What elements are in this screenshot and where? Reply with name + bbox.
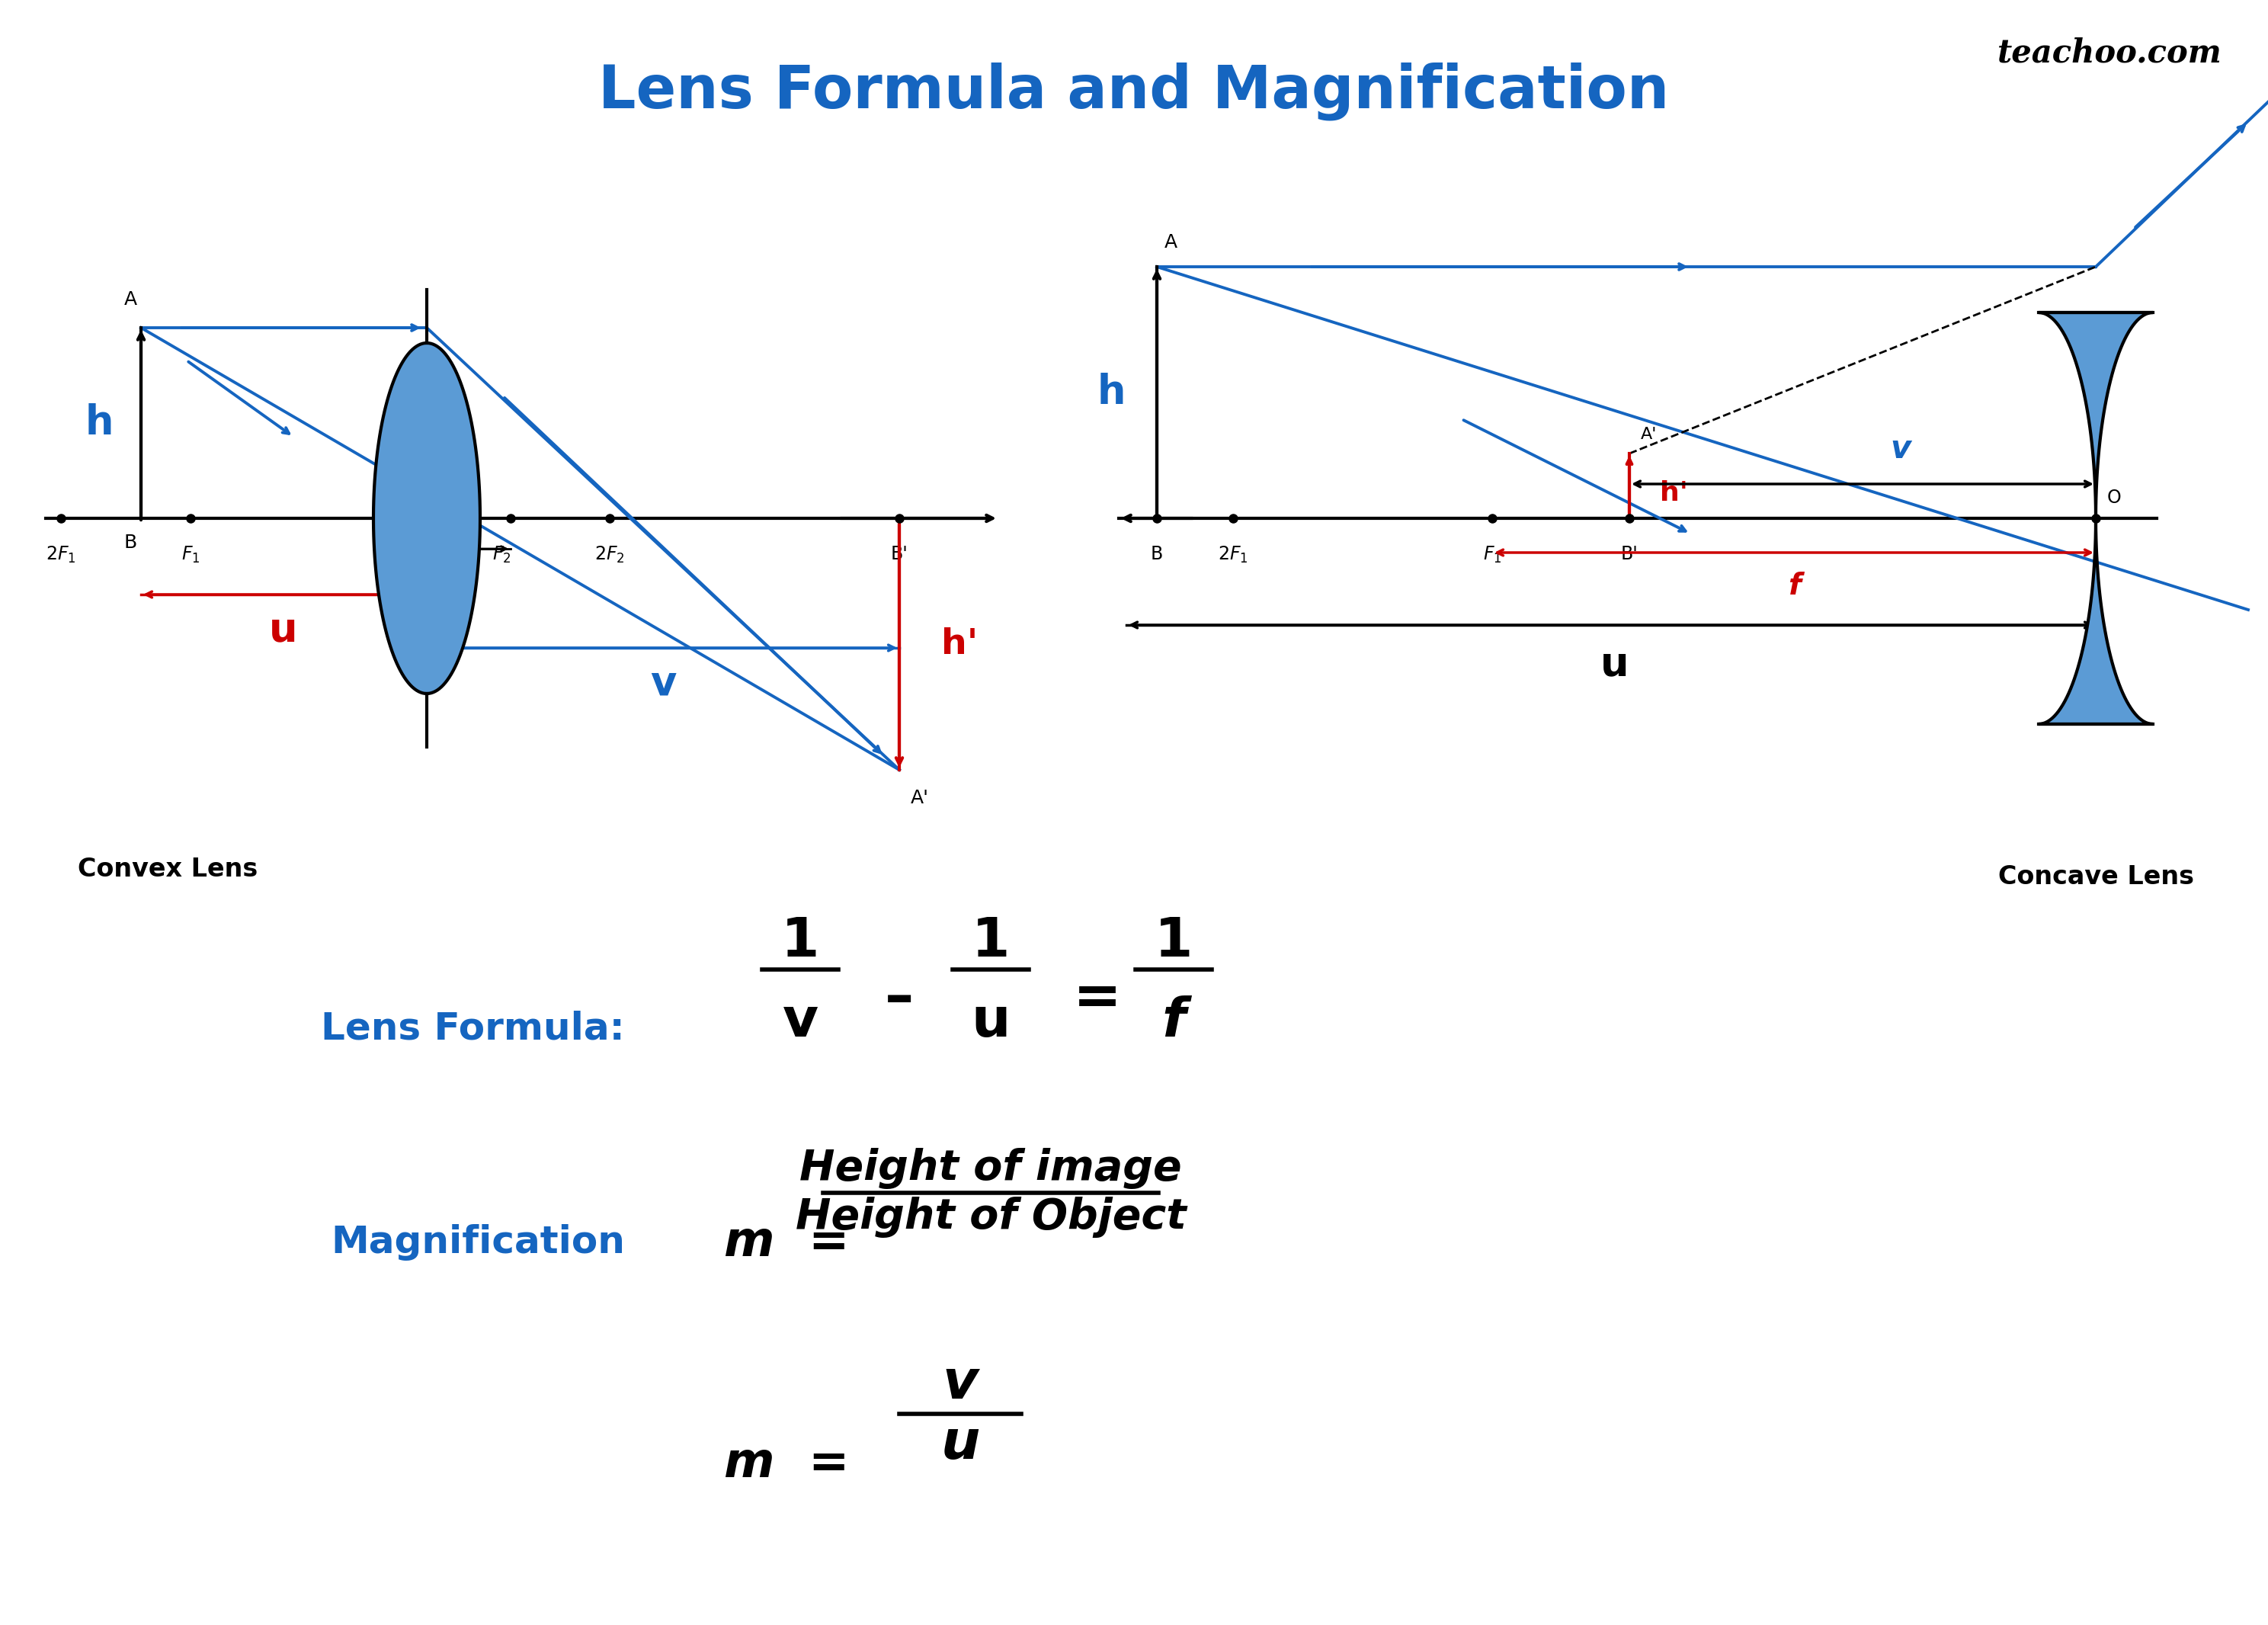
Text: A: A [1163, 234, 1177, 252]
Text: teachoo.com: teachoo.com [1998, 37, 2223, 70]
Text: v: v [782, 996, 819, 1048]
Polygon shape [2039, 312, 2152, 725]
Text: u: u [941, 1417, 980, 1471]
Text: Concave Lens: Concave Lens [1998, 865, 2193, 889]
Text: A': A' [1640, 427, 1658, 442]
Text: Height of Object: Height of Object [796, 1196, 1186, 1238]
Text: v: v [651, 663, 676, 702]
Text: –: – [885, 970, 914, 1027]
Text: Magnification: Magnification [331, 1224, 626, 1261]
Text: B: B [1150, 544, 1163, 564]
Text: O: O [2107, 489, 2121, 507]
Text: A: A [125, 291, 136, 309]
Text: m  =: m = [723, 1440, 848, 1487]
Text: 1: 1 [971, 915, 1009, 968]
Text: =: = [1073, 970, 1123, 1027]
Text: f: f [1787, 572, 1801, 601]
Text: O: O [420, 492, 433, 510]
Text: Height of image: Height of image [801, 1147, 1182, 1190]
Text: u: u [971, 996, 1009, 1048]
Text: B': B' [1622, 544, 1637, 564]
Text: h: h [1098, 372, 1125, 413]
Text: f: f [1161, 996, 1186, 1048]
Text: $2F_2$: $2F_2$ [594, 544, 624, 566]
Text: $F_2$: $F_2$ [492, 544, 510, 566]
Text: m  =: m = [723, 1219, 848, 1266]
Text: u: u [1601, 644, 1628, 684]
Text: $F_1$: $F_1$ [1483, 544, 1501, 566]
Text: B': B' [891, 544, 907, 564]
Text: Convex Lens: Convex Lens [77, 856, 259, 881]
Text: Lens Formula and Magnification: Lens Formula and Magnification [599, 62, 1669, 120]
Text: Lens Formula:: Lens Formula: [322, 1011, 626, 1046]
Text: 1: 1 [1154, 915, 1193, 968]
Text: B: B [125, 533, 136, 553]
Text: h': h' [941, 627, 978, 661]
Text: $F_1$: $F_1$ [181, 544, 200, 566]
Text: h': h' [1660, 479, 1687, 505]
Text: f: f [465, 505, 474, 526]
Text: $2F_1$: $2F_1$ [45, 544, 77, 566]
Text: $2F_1$: $2F_1$ [1218, 544, 1247, 566]
Polygon shape [374, 343, 481, 694]
Text: v: v [941, 1357, 978, 1410]
Text: h: h [84, 403, 113, 444]
Text: A': A' [912, 788, 930, 808]
Text: v: v [1889, 432, 1912, 465]
Text: 1: 1 [780, 915, 819, 968]
Text: u: u [270, 609, 297, 650]
